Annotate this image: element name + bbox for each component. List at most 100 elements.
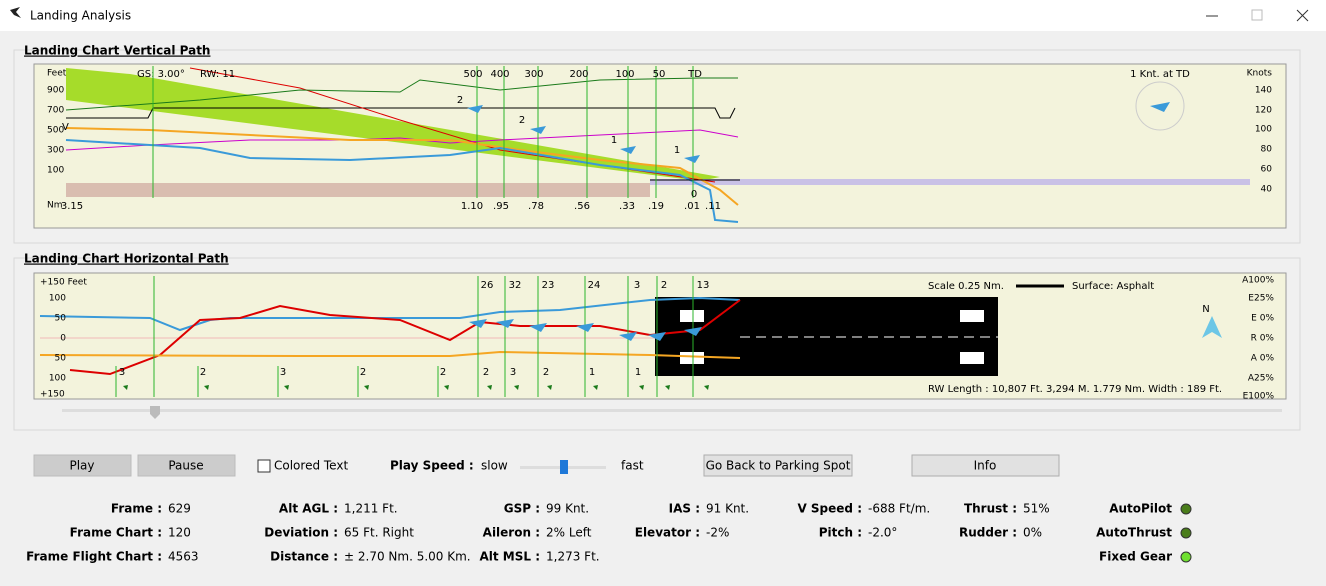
north-arrow bbox=[1202, 316, 1222, 338]
info-label: Info bbox=[974, 459, 997, 473]
stat-value: -2% bbox=[706, 526, 729, 540]
distance-label: .95 bbox=[493, 201, 509, 212]
plane-icon bbox=[469, 319, 487, 328]
timeline[interactable] bbox=[62, 409, 1282, 412]
altitude-marker: 200 bbox=[569, 69, 588, 80]
indicator-label: Fixed Gear bbox=[1099, 550, 1172, 564]
stat-label: Deviation : bbox=[264, 526, 338, 540]
plane-icon bbox=[684, 327, 702, 336]
control-surface-label: A25% bbox=[1248, 374, 1275, 384]
plane-icon bbox=[648, 332, 666, 341]
stat-label: Frame : bbox=[111, 502, 162, 516]
runway-marking bbox=[680, 310, 704, 322]
parking-button[interactable] bbox=[703, 454, 853, 477]
stat-label: Elevator : bbox=[635, 526, 700, 540]
maximize[interactable] bbox=[1251, 9, 1263, 21]
plane-icon bbox=[496, 319, 514, 328]
distance-label: 1.10 bbox=[461, 201, 483, 212]
stat-label: V Speed : bbox=[797, 502, 862, 516]
y-tick-label: +150 Feet bbox=[40, 278, 87, 288]
y-tick-label: 100 bbox=[49, 294, 66, 304]
wind-arrow bbox=[481, 385, 492, 394]
distance-label: .56 bbox=[574, 201, 590, 212]
close[interactable] bbox=[1296, 9, 1309, 22]
control-surface-label: E 0% bbox=[1251, 314, 1274, 324]
reference-line bbox=[66, 107, 736, 119]
axis-unit: Nm bbox=[47, 201, 63, 211]
bottom-number: 3 bbox=[119, 367, 125, 378]
top-marker: 23 bbox=[542, 280, 555, 291]
plane-icon bbox=[529, 323, 547, 332]
indicator-light bbox=[1180, 551, 1192, 563]
indicator-label: AutoThrust bbox=[1096, 526, 1172, 540]
y-tick-label: +150 bbox=[40, 390, 65, 400]
control-surface-label: R 0% bbox=[1251, 334, 1275, 344]
distance-label: 3.15 bbox=[61, 201, 83, 212]
title-bar bbox=[0, 0, 1326, 31]
control-surface-label: E100% bbox=[1243, 392, 1275, 402]
plane-number: 2 bbox=[519, 115, 525, 126]
bottom-number: 1 bbox=[635, 367, 641, 378]
altitude-marker: 100 bbox=[615, 69, 634, 80]
bottom-number: 2 bbox=[543, 367, 549, 378]
scale-label: Scale 0.25 Nm. bbox=[928, 281, 1004, 292]
stat-value: 629 bbox=[168, 502, 191, 516]
wind-arrow bbox=[117, 385, 128, 394]
y2-tick-label: 40 bbox=[1261, 185, 1273, 195]
wind-compass bbox=[1135, 81, 1185, 131]
pause-button[interactable] bbox=[137, 454, 236, 477]
fast-label: fast bbox=[621, 459, 644, 473]
altitude-marker: 300 bbox=[524, 69, 543, 80]
stat-label: IAS : bbox=[669, 502, 700, 516]
stat-label: Alt AGL : bbox=[279, 502, 338, 516]
plane-number: 1 bbox=[611, 135, 617, 146]
pause-label: Pause bbox=[168, 459, 203, 473]
runway-marking bbox=[960, 310, 984, 322]
stat-label: Frame Flight Chart : bbox=[26, 550, 162, 564]
control-surface-label: E25% bbox=[1248, 294, 1274, 304]
wind-arrow bbox=[587, 385, 598, 394]
distance-label: .01 bbox=[684, 201, 700, 212]
vertical-chart bbox=[33, 63, 1287, 229]
parking-label: Go Back to Parking Spot bbox=[706, 459, 851, 473]
top-marker: 26 bbox=[481, 280, 494, 291]
wind-arrow bbox=[698, 385, 709, 394]
y2-tick-label: 120 bbox=[1255, 106, 1272, 116]
terrain bbox=[66, 183, 650, 197]
y-tick-label: 300 bbox=[47, 146, 64, 156]
stat-value: 51% bbox=[1023, 502, 1050, 516]
y2-tick-label: 140 bbox=[1255, 86, 1272, 96]
plane-icon bbox=[530, 126, 546, 134]
checkbox[interactable] bbox=[257, 459, 271, 473]
y-tick-label: 50 bbox=[55, 314, 67, 324]
trace bbox=[65, 127, 739, 206]
y2-tick-label: 60 bbox=[1261, 165, 1273, 175]
info-button[interactable] bbox=[911, 454, 1060, 477]
glide-slope bbox=[66, 68, 720, 181]
bottom-number: 1 bbox=[589, 367, 595, 378]
speed-thumb[interactable] bbox=[560, 460, 568, 474]
north-label: N bbox=[1202, 304, 1209, 315]
stat-label: Thrust : bbox=[964, 502, 1017, 516]
bottom-number: 3 bbox=[510, 367, 516, 378]
axis-unit: Knots bbox=[1247, 69, 1273, 79]
plane-icon bbox=[467, 105, 483, 113]
stat-value: 2% Left bbox=[546, 526, 592, 540]
bottom-number: 1 bbox=[700, 367, 706, 378]
altitude-marker: TD bbox=[687, 69, 702, 80]
play-button[interactable] bbox=[33, 454, 132, 477]
y-tick-label: 100 bbox=[47, 166, 64, 176]
wind-arrow bbox=[358, 385, 369, 394]
top-marker: 32 bbox=[509, 280, 522, 291]
wind-arrow bbox=[508, 385, 519, 394]
trace bbox=[65, 139, 739, 223]
altitude-marker: 500 bbox=[463, 69, 482, 80]
stat-value: 4563 bbox=[168, 550, 199, 564]
plane-number: 2 bbox=[457, 95, 463, 106]
timeline-thumb[interactable] bbox=[150, 406, 160, 419]
stat-value: 65 Ft. Right bbox=[344, 526, 414, 540]
stat-label: Pitch : bbox=[819, 526, 862, 540]
group-box bbox=[13, 257, 1301, 431]
trace bbox=[69, 299, 741, 376]
distance-label: .78 bbox=[528, 201, 544, 212]
